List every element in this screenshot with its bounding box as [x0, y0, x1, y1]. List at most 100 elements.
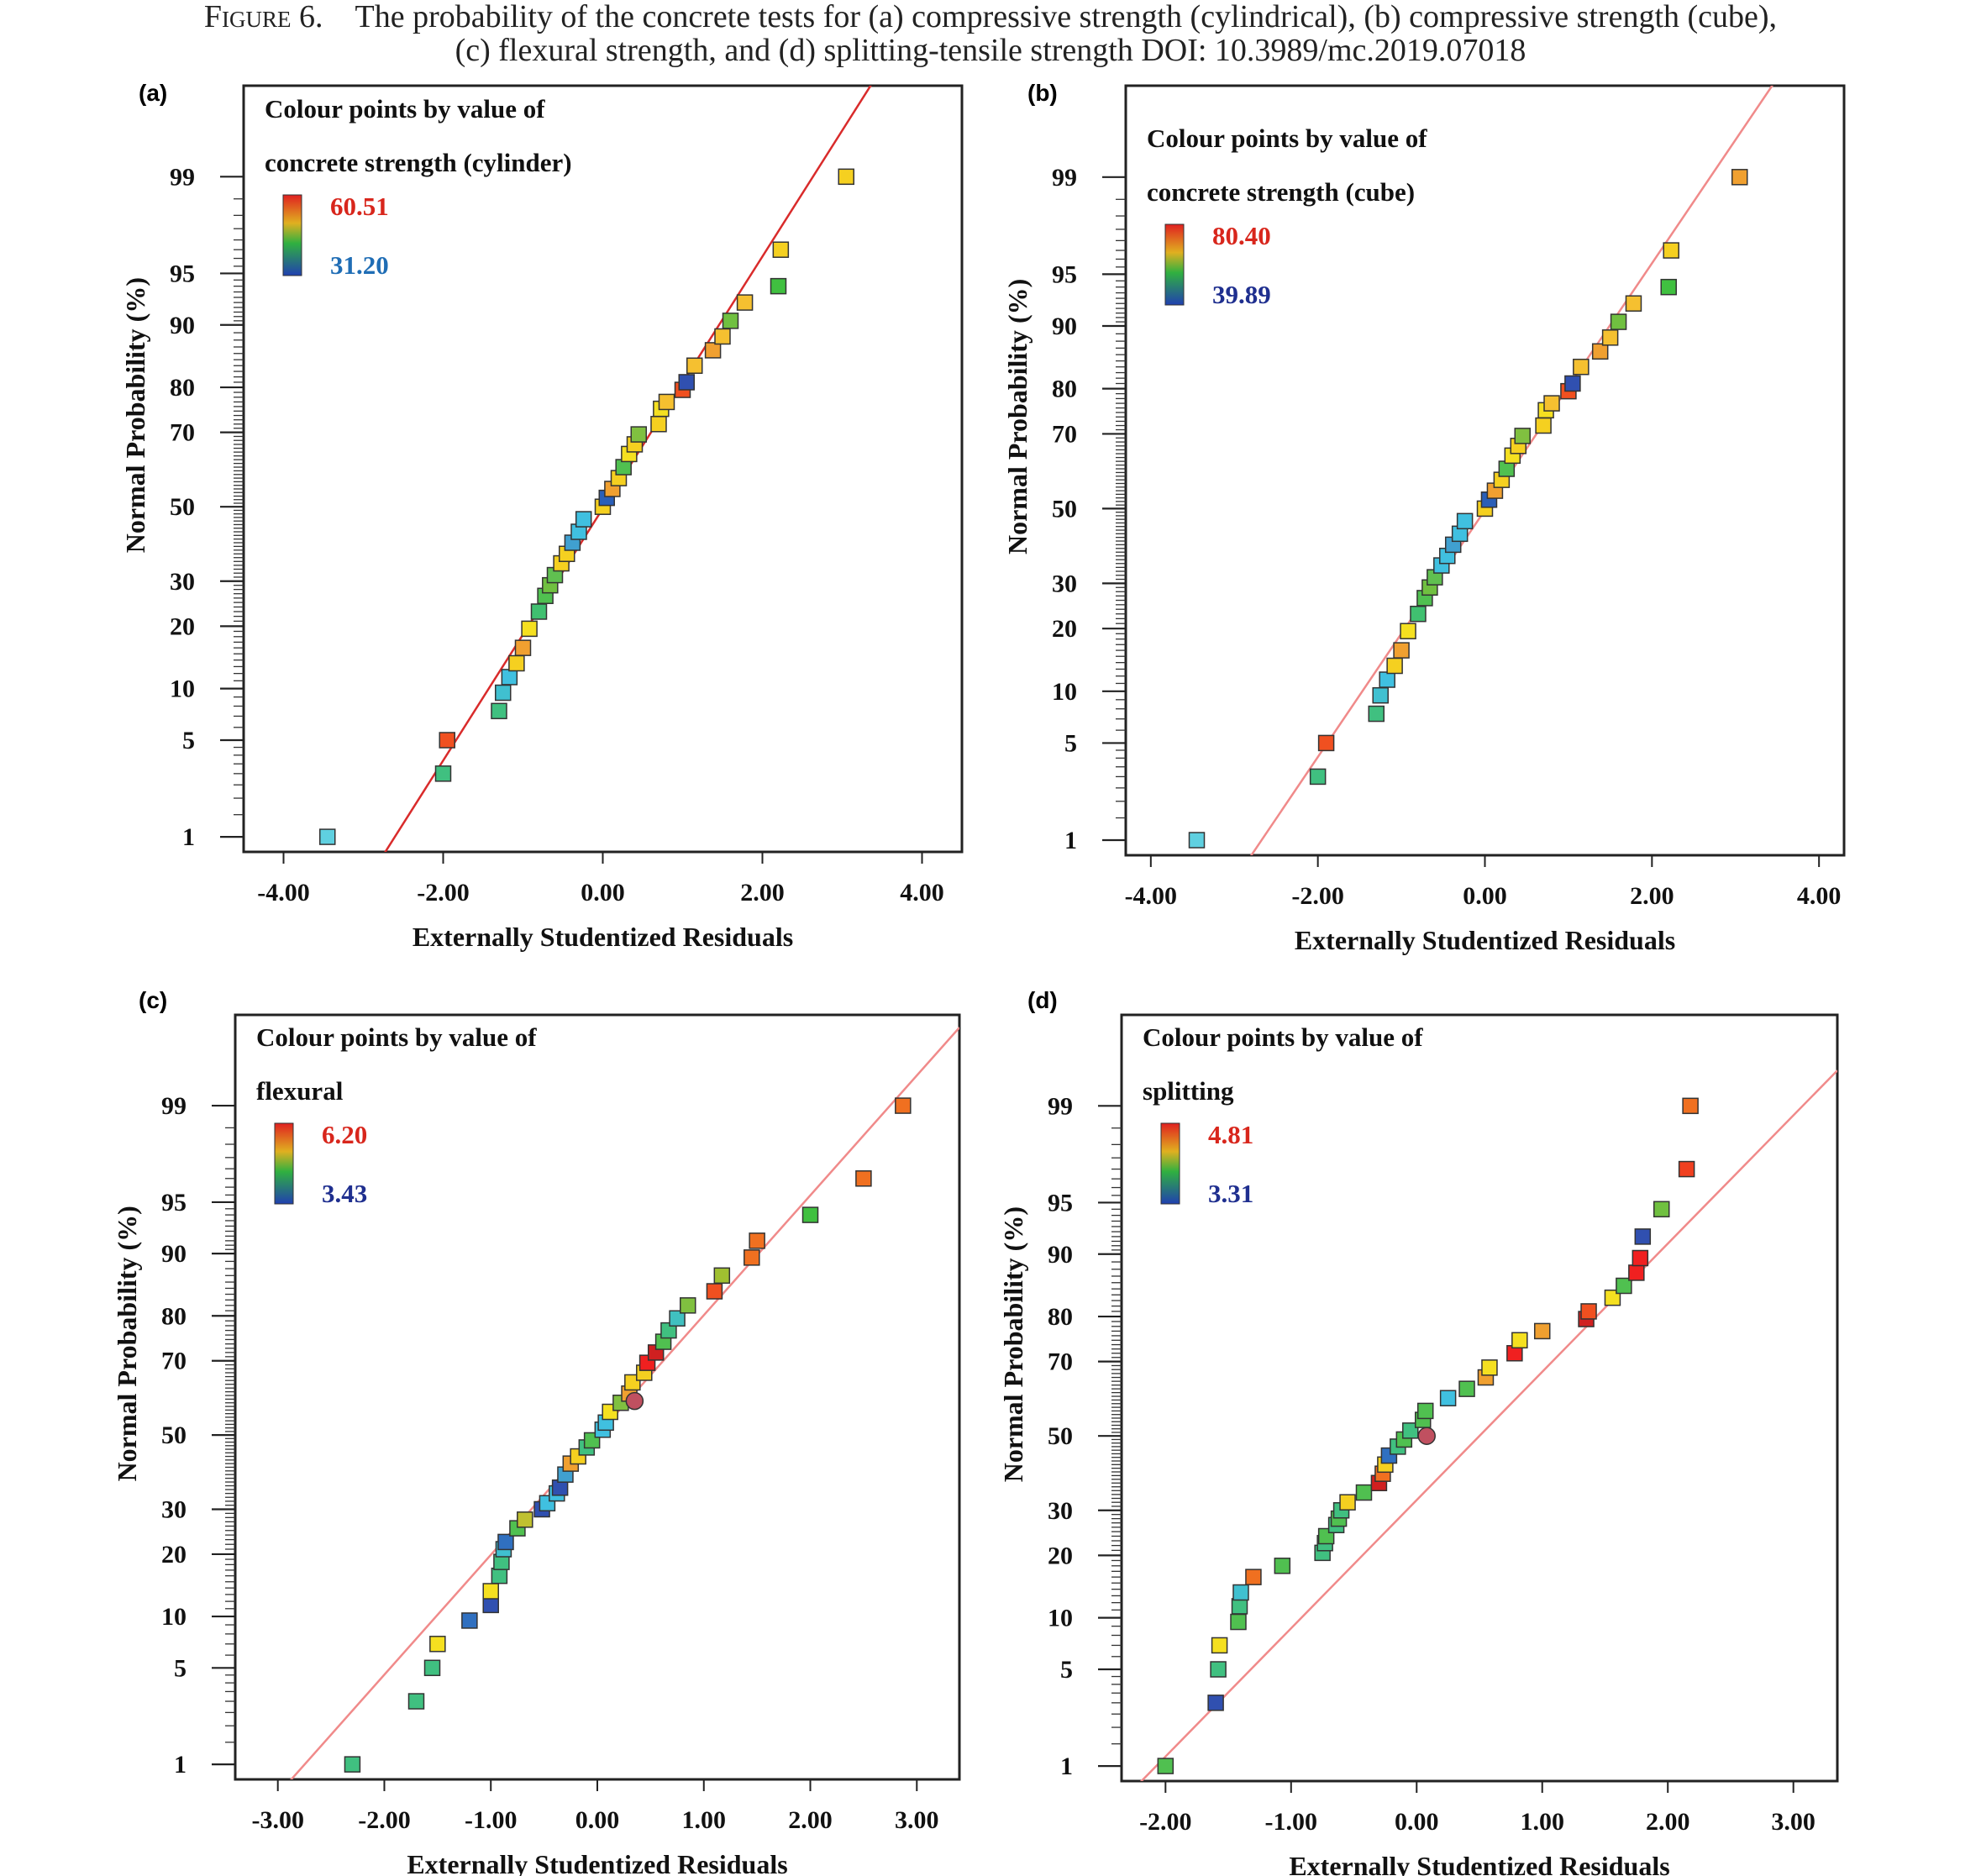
legend-title-line-1: Colour points by value of: [256, 1022, 537, 1052]
y-tick-label: 95: [1048, 1189, 1073, 1217]
legend-title-line-1: Colour points by value of: [265, 94, 545, 123]
data-point: [1245, 1569, 1262, 1585]
data-point: [650, 416, 667, 433]
y-tick-label: 5: [1060, 1656, 1073, 1684]
data-point: [1417, 1427, 1436, 1445]
data-point: [407, 1693, 425, 1710]
data-point: [1591, 343, 1609, 360]
data-point: [1678, 1160, 1695, 1178]
x-tick-label: 1.00: [682, 1806, 727, 1834]
data-point: [1616, 1277, 1632, 1295]
y-tick-label: 99: [161, 1092, 187, 1120]
data-points: [1188, 169, 1748, 849]
data-point: [1339, 1494, 1356, 1511]
legend-low-value: 31.20: [330, 250, 389, 280]
legend-color-bar: [1164, 223, 1185, 306]
data-point: [895, 1097, 912, 1114]
data-point: [736, 294, 754, 311]
data-point: [423, 1659, 441, 1677]
data-point: [319, 828, 336, 845]
y-axis-title: Normal Probability (%): [120, 277, 150, 553]
x-axis-title: Externally Studentized Residuals: [1295, 925, 1675, 955]
data-point: [1628, 1264, 1645, 1281]
y-tick-label: 80: [1048, 1303, 1073, 1331]
data-point: [801, 1206, 819, 1223]
data-point: [1625, 295, 1642, 312]
y-tick-label: 10: [170, 675, 195, 703]
data-point: [704, 342, 722, 359]
y-tick-label: 70: [1048, 1348, 1073, 1376]
data-points: [1157, 1097, 1699, 1774]
y-tick-label: 1: [1064, 827, 1077, 854]
data-point: [434, 765, 452, 782]
data-point: [749, 1232, 765, 1249]
data-point: [501, 669, 518, 686]
legend-title-line-1: Colour points by value of: [1147, 123, 1427, 153]
legend-high-value: 80.40: [1212, 221, 1271, 250]
y-tick-label: 99: [170, 163, 195, 191]
y-axis-title: Normal Probability (%): [1002, 279, 1033, 554]
panel-label: (a): [139, 80, 167, 106]
chart-panel-2: (b) 1 5 10 20 30 50 70 80 90 95 99 -4.00 -2.00 0.00 2.0…: [1002, 80, 1846, 955]
data-point: [706, 1283, 723, 1300]
data-point: [1274, 1558, 1291, 1574]
data-point: [660, 1322, 677, 1339]
legend-color-bar: [1160, 1122, 1180, 1205]
data-point: [1634, 1228, 1652, 1245]
y-tick-label: 10: [1052, 678, 1077, 706]
data-point: [1317, 734, 1335, 752]
y-tick-label: 10: [1048, 1605, 1073, 1632]
x-tick-label: 3.00: [1771, 1808, 1815, 1836]
legend-title-line-2: concrete strength (cylinder): [265, 148, 572, 177]
y-tick-label: 1: [182, 823, 195, 851]
fit-line: [1139, 1069, 1837, 1781]
data-point: [1439, 1390, 1457, 1406]
caption-figure-label: Figure 6.: [203, 0, 323, 34]
legend-title-line-2: splitting: [1143, 1076, 1234, 1106]
data-point: [1416, 1402, 1434, 1420]
data-point: [838, 168, 854, 186]
data-point: [1400, 623, 1416, 639]
data-point: [1393, 642, 1410, 659]
panel-label: (c): [139, 987, 167, 1013]
panel-label: (b): [1027, 80, 1058, 106]
data-point: [1653, 1201, 1670, 1218]
y-tick-label: 30: [170, 568, 195, 596]
y-tick-label: 20: [161, 1541, 187, 1569]
x-tick-label: -1.00: [465, 1806, 518, 1834]
data-point: [521, 620, 538, 638]
data-point: [772, 241, 790, 258]
data-point: [714, 328, 731, 345]
data-point: [1157, 1758, 1174, 1774]
plot-frame: [1120, 1013, 1839, 1783]
panel-label: (d): [1027, 987, 1058, 1013]
data-point: [1410, 605, 1427, 623]
data-point: [1535, 417, 1552, 434]
data-points: [319, 168, 854, 845]
data-point: [514, 639, 532, 656]
data-point: [1386, 657, 1403, 675]
data-point: [680, 1297, 696, 1314]
data-point: [530, 603, 548, 620]
data-point: [1660, 278, 1677, 296]
data-point: [770, 277, 787, 295]
x-tick-label: -2.00: [417, 879, 470, 906]
y-tick-label: 1: [174, 1751, 187, 1779]
x-tick-label: 2.00: [1646, 1808, 1690, 1836]
x-tick-label: -2.00: [1139, 1808, 1192, 1836]
x-tick-label: 2.00: [788, 1806, 833, 1834]
x-tick-label: 0.00: [1463, 882, 1507, 910]
caption-line-1: Figure 6. The probability of the concret…: [0, 0, 1981, 34]
x-tick-label: -3.00: [251, 1806, 304, 1834]
data-point: [1456, 512, 1474, 530]
y-axis-title: Normal Probability (%): [998, 1206, 1028, 1482]
data-point: [1368, 705, 1385, 723]
y-tick-label: 80: [170, 374, 195, 402]
data-point: [658, 393, 675, 411]
x-tick-label: -4.00: [1125, 882, 1178, 910]
x-tick-label: 0.00: [581, 879, 625, 906]
y-tick-label: 80: [161, 1302, 187, 1330]
x-tick-label: 1.00: [1520, 1808, 1564, 1836]
y-tick-label: 1: [1060, 1753, 1073, 1780]
